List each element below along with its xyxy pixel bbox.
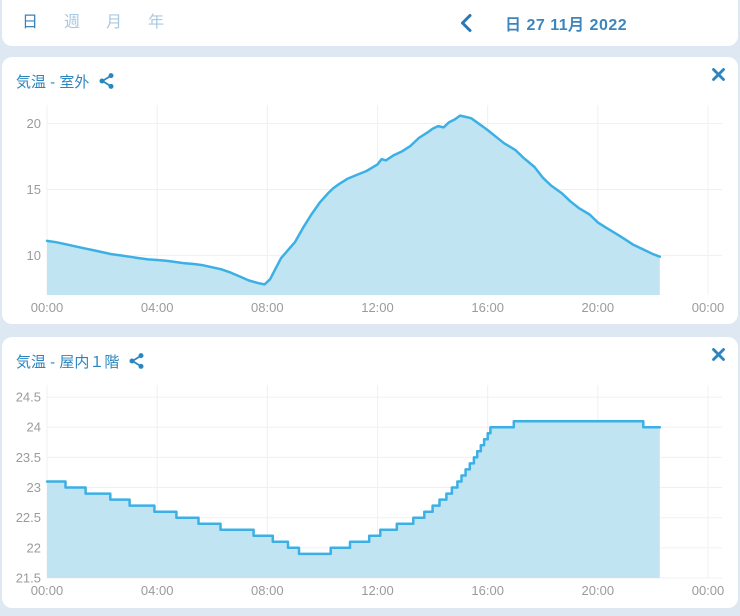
share-icon [128,352,145,370]
y-axis-tick-label: 24.5 [16,390,41,405]
close-card-button[interactable] [711,347,726,362]
card-header: 気温 - 屋内１階 [16,346,145,376]
outdoor-temp-card: 気温 - 室外 [2,57,738,324]
card-header: 気温 - 室外 [16,66,115,96]
chevron-left-icon [459,13,473,33]
close-icon [711,347,726,362]
tab-day[interactable]: 日 [22,14,40,31]
y-axis-tick-label: 10 [27,248,41,263]
x-axis-tick-label: 00:00 [692,583,725,598]
series-area-fill [47,115,660,295]
x-axis-tick-label: 16:00 [471,300,504,315]
y-axis-tick-label: 22 [27,540,41,555]
close-icon [711,67,726,82]
share-icon [98,72,115,90]
x-axis-tick-label: 16:00 [471,583,504,598]
x-axis-tick-label: 00:00 [31,583,64,598]
tab-month[interactable]: 月 [106,14,124,31]
y-axis-tick-label: 23.5 [16,450,41,465]
y-axis-tick-label: 21.5 [16,571,41,586]
period-tabs: 日 週 月 年 [22,0,165,46]
series-line [45,114,662,286]
x-axis-tick-label: 04:00 [141,300,174,315]
share-button[interactable] [128,352,145,370]
x-axis-tick-label: 20:00 [582,300,615,315]
x-axis-tick-label: 20:00 [582,583,615,598]
indoor-temp-chart[interactable]: 00:00 04:00 08:00 12:00 16:00 20:00 00:0021.52… [2,337,738,608]
x-axis-tick-label: 04:00 [141,583,174,598]
x-axis-tick-label: 12:00 [361,300,394,315]
x-axis-tick-label: 08:00 [251,583,284,598]
card-title: 気温 - 室外 [16,73,90,91]
date-picker-button[interactable]: 日 27 11月 2022 [505,17,628,34]
y-axis-tick-label: 20 [27,116,41,131]
card-title: 気温 - 屋内１階 [16,353,120,371]
outdoor-temp-chart[interactable]: 00:00 04:00 08:00 12:00 16:00 20:00 00:00 10 15 2… [2,57,738,324]
series-line [45,419,662,556]
x-axis-tick-label: 08:00 [251,300,284,315]
tab-week[interactable]: 週 [64,14,82,31]
y-axis-tick-label: 22.5 [16,510,41,525]
y-axis-tick-label: 15 [27,182,41,197]
close-card-button[interactable] [711,67,726,82]
x-axis-tick-label: 00:00 [692,300,725,315]
series-area-fill [47,421,660,578]
x-axis-tick-label: 12:00 [361,583,394,598]
y-axis-tick-label: 24 [27,420,41,435]
tab-year[interactable]: 年 [148,14,166,31]
x-axis-tick-label: 00:00 [31,300,64,315]
indoor-temp-card: 気温 - 屋内１階 [2,337,738,608]
period-toolbar: 日 週 月 年 日 27 11月 2022 [2,0,738,46]
y-axis-tick-label: 23 [27,480,41,495]
share-button[interactable] [98,72,115,90]
previous-day-button[interactable] [452,0,480,46]
